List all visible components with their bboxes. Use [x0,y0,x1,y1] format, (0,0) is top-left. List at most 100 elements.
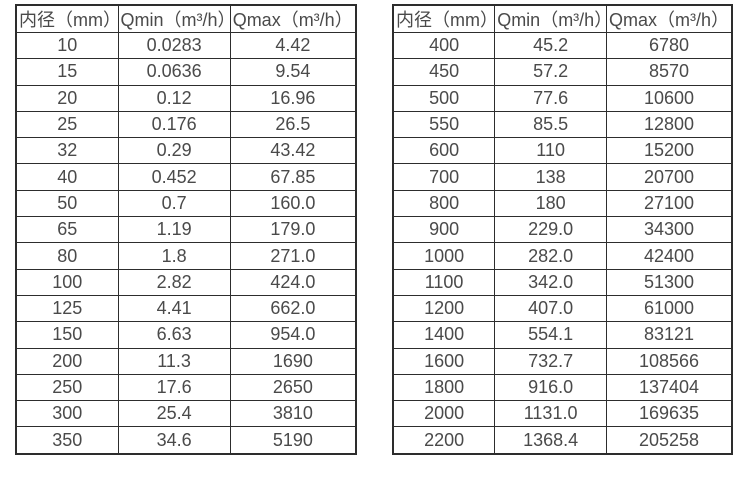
table-cell: 1100 [392,268,496,296]
table-cell: 25.4 [117,400,231,428]
table-cell: 229.0 [494,216,608,244]
table-cell: 407.0 [494,294,608,323]
table-cell: 45.2 [494,31,608,60]
table-cell: 1.19 [117,216,231,244]
table-row: 2000 1131.0 169635 [392,400,733,428]
table-cell: 271.0 [229,242,357,270]
table-cell: 1200 [392,294,496,323]
table-cell: 0.7 [117,189,231,218]
table-cell: 85.5 [494,110,608,139]
table-row: 80 1.8 271.0 [15,242,357,270]
table-cell: 20 [15,84,119,112]
table-cell: 10600 [606,84,733,112]
table-cell: 2.82 [117,268,231,296]
table-row: 25 0.176 26.5 [15,110,357,139]
table-cell: 500 [392,84,496,112]
table-cell: 0.0283 [117,31,231,60]
table-body: 400 45.2 6780 450 57.2 8570 500 77.6 10600 550 85.… [392,31,733,455]
table-row: 40 0.452 67.85 [15,163,357,191]
table-cell: 108566 [606,347,733,375]
table-cell: 700 [392,163,496,191]
table-cell: 1368.4 [494,426,608,455]
header-cell-qmax: Qmax（m³/h） [606,4,733,33]
table-cell: 160.0 [229,189,357,218]
table-cell: 1600 [392,347,496,375]
table-cell: 300 [15,400,119,428]
table-cell: 40 [15,163,119,191]
table-row: 150 6.63 954.0 [15,321,357,349]
header-cell-qmin: Qmin（m³/h） [117,4,231,33]
table-cell: 43.42 [229,137,357,165]
table-header-row: 内径（mm） Qmin（m³/h） Qmax（m³/h） [15,4,357,33]
table-cell: 61000 [606,294,733,323]
header-cell-diameter: 内径（mm） [392,4,496,33]
table-cell: 550 [392,110,496,139]
table-row: 100 2.82 424.0 [15,268,357,296]
table-cell: 11.3 [117,347,231,375]
table-cell: 350 [15,426,119,455]
table-cell: 4.42 [229,31,357,60]
table-cell: 180 [494,189,608,218]
table-cell: 110 [494,137,608,165]
table-cell: 5190 [229,426,357,455]
table-cell: 200 [15,347,119,375]
table-cell: 916.0 [494,373,608,402]
table-cell: 250 [15,373,119,402]
table-cell: 0.176 [117,110,231,139]
header-cell-qmax: Qmax（m³/h） [229,4,357,33]
table-cell: 67.85 [229,163,357,191]
table-cell: 450 [392,58,496,86]
table-row: 400 45.2 6780 [392,31,733,60]
table-cell: 26.5 [229,110,357,139]
table-cell: 32 [15,137,119,165]
table-row: 200 11.3 1690 [15,347,357,375]
table-row: 15 0.0636 9.54 [15,58,357,86]
table-row: 32 0.29 43.42 [15,137,357,165]
table-row: 65 1.19 179.0 [15,216,357,244]
header-cell-diameter: 内径（mm） [15,4,119,33]
table-cell: 342.0 [494,268,608,296]
table-cell: 169635 [606,400,733,428]
table-cell: 3810 [229,400,357,428]
table-row: 350 34.6 5190 [15,426,357,455]
table-row: 550 85.5 12800 [392,110,733,139]
table-cell: 6.63 [117,321,231,349]
table-cell: 800 [392,189,496,218]
table-row: 2200 1368.4 205258 [392,426,733,455]
table-cell: 2650 [229,373,357,402]
table-row: 250 17.6 2650 [15,373,357,402]
table-row: 20 0.12 16.96 [15,84,357,112]
table-cell: 0.12 [117,84,231,112]
table-cell: 138 [494,163,608,191]
table-cell: 100 [15,268,119,296]
table-cell: 15200 [606,137,733,165]
table-row: 10 0.0283 4.42 [15,31,357,60]
table-cell: 0.0636 [117,58,231,86]
table-cell: 8570 [606,58,733,86]
table-cell: 554.1 [494,321,608,349]
table-cell: 34.6 [117,426,231,455]
table-row: 1400 554.1 83121 [392,321,733,349]
table-cell: 16.96 [229,84,357,112]
table-row: 1800 916.0 137404 [392,373,733,402]
table-row: 800 180 27100 [392,189,733,218]
table-cell: 17.6 [117,373,231,402]
table-row: 50 0.7 160.0 [15,189,357,218]
table-cell: 282.0 [494,242,608,270]
table-cell: 27100 [606,189,733,218]
table-cell: 400 [392,31,496,60]
table-cell: 205258 [606,426,733,455]
table-cell: 9.54 [229,58,357,86]
table-row: 125 4.41 662.0 [15,294,357,323]
table-cell: 15 [15,58,119,86]
table-header-row: 内径（mm） Qmin（m³/h） Qmax（m³/h） [392,4,733,33]
table-cell: 732.7 [494,347,608,375]
table-cell: 80 [15,242,119,270]
table-cell: 12800 [606,110,733,139]
table-cell: 1000 [392,242,496,270]
table-row: 500 77.6 10600 [392,84,733,112]
table-cell: 6780 [606,31,733,60]
table-cell: 77.6 [494,84,608,112]
table-cell: 954.0 [229,321,357,349]
table-cell: 34300 [606,216,733,244]
